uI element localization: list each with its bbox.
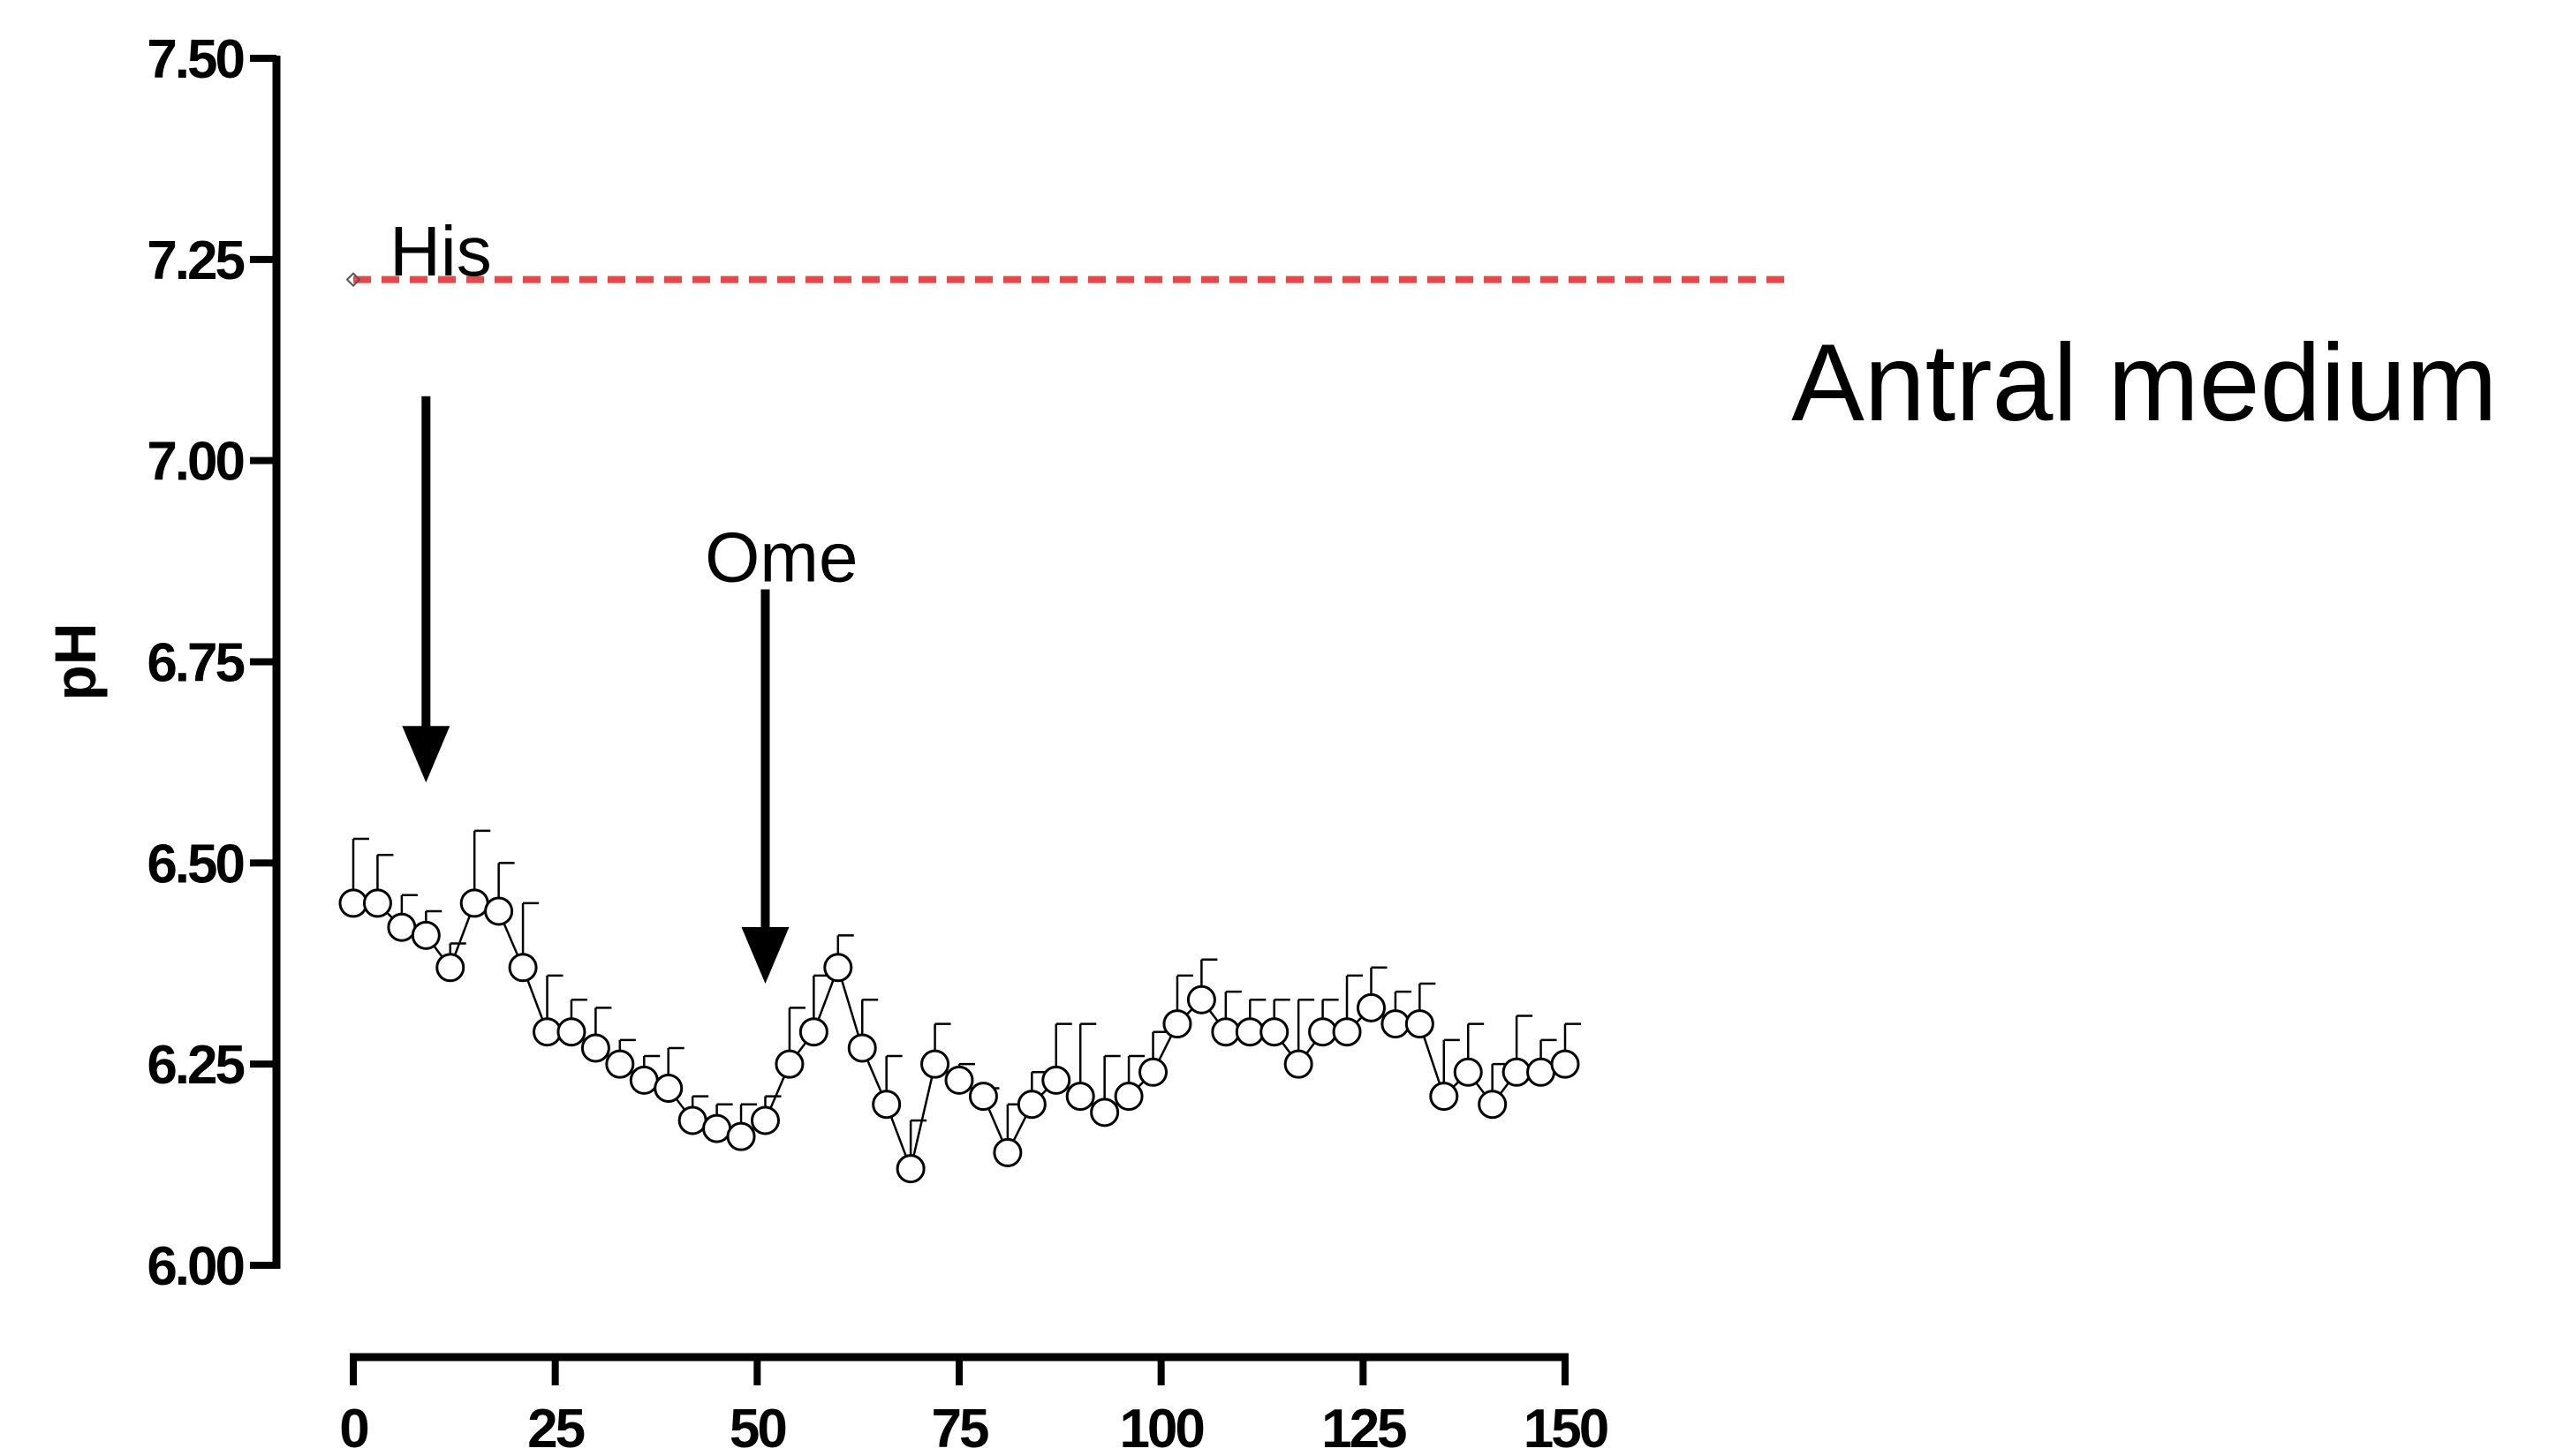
antral-medium-label: Antral medium: [1791, 322, 2497, 444]
data-point: [1090, 1098, 1120, 1128]
data-point: [1162, 1009, 1192, 1039]
data-point: [1017, 1090, 1047, 1120]
data-point: [1550, 1049, 1580, 1079]
his-label: His: [390, 212, 492, 290]
data-point: [484, 896, 514, 926]
data-point: [629, 1065, 659, 1095]
data-point: [1138, 1057, 1169, 1087]
data-point: [823, 953, 853, 983]
data-point: [944, 1065, 974, 1095]
y-tick-label: 6.75: [147, 633, 244, 694]
data-point: [533, 1017, 563, 1047]
data-point: [435, 953, 465, 983]
data-point: [1283, 1049, 1313, 1079]
data-point: [556, 1017, 586, 1047]
data-point: [968, 1082, 998, 1112]
data-point: [726, 1121, 756, 1151]
x-tick-label: 75: [932, 1399, 988, 1456]
y-tick-label: 7.50: [147, 29, 243, 90]
data-point: [508, 953, 538, 983]
x-tick-label: 50: [730, 1399, 785, 1456]
data-point: [1041, 1065, 1071, 1095]
data-point: [1308, 1017, 1338, 1047]
data-point: [993, 1137, 1023, 1167]
data-point: [1380, 1009, 1411, 1039]
data-point: [362, 888, 392, 918]
data-point: [338, 888, 368, 918]
reference-line-layer: [345, 272, 1792, 288]
data-point: [1259, 1017, 1290, 1047]
data-point: [1332, 1017, 1362, 1047]
x-tick-label: 25: [527, 1399, 584, 1456]
y-tick-label: 6.25: [147, 1035, 244, 1096]
data-point: [1065, 1082, 1095, 1112]
data-point: [872, 1090, 902, 1120]
data-point: [702, 1113, 732, 1143]
data-point: [775, 1049, 805, 1079]
series-layer: [338, 829, 1581, 1184]
y-tick-label: 7.25: [147, 230, 244, 291]
data-point: [750, 1105, 780, 1135]
data-point: [847, 1033, 877, 1063]
x-tick-label: 0: [339, 1399, 367, 1456]
y-axis-title: pH: [42, 623, 108, 701]
data-point: [798, 1017, 828, 1047]
y-tick-label: 7.00: [147, 432, 243, 493]
annotation-layer: His Ome Antral medium: [390, 212, 2498, 984]
data-point: [580, 1033, 610, 1063]
axes: 6.00 6.25 6.50 6.75 7.00 7.25 7.50 0 25 50 75 100 12…: [42, 29, 1610, 1456]
ome-label: Ome: [705, 517, 858, 596]
data-point: [459, 888, 489, 918]
ome-arrow-head: [741, 927, 790, 984]
y-tick-label: 6.00: [147, 1236, 243, 1297]
data-point: [654, 1074, 684, 1104]
data-point: [1235, 1017, 1265, 1047]
data-point: [1501, 1057, 1532, 1087]
data-point: [1186, 984, 1216, 1015]
data-point: [1211, 1017, 1241, 1047]
y-tick-label: 6.50: [147, 834, 243, 894]
data-point: [1478, 1090, 1508, 1120]
data-point: [677, 1105, 707, 1135]
data-point: [411, 920, 441, 950]
data-point: [1429, 1082, 1459, 1112]
data-point: [920, 1049, 950, 1079]
data-point: [1526, 1057, 1556, 1087]
data-point: [896, 1154, 926, 1184]
data-point: [1114, 1082, 1144, 1112]
data-point: [1404, 1009, 1434, 1039]
x-tick-label: 125: [1321, 1399, 1406, 1456]
reference-marker: [345, 272, 361, 288]
data-point: [1356, 992, 1386, 1022]
x-tick-label: 150: [1524, 1399, 1607, 1456]
x-tick-label: 100: [1119, 1399, 1203, 1456]
data-point: [605, 1049, 635, 1079]
his-arrow-head: [402, 726, 450, 783]
data-point: [387, 912, 417, 942]
data-point: [1453, 1057, 1483, 1087]
